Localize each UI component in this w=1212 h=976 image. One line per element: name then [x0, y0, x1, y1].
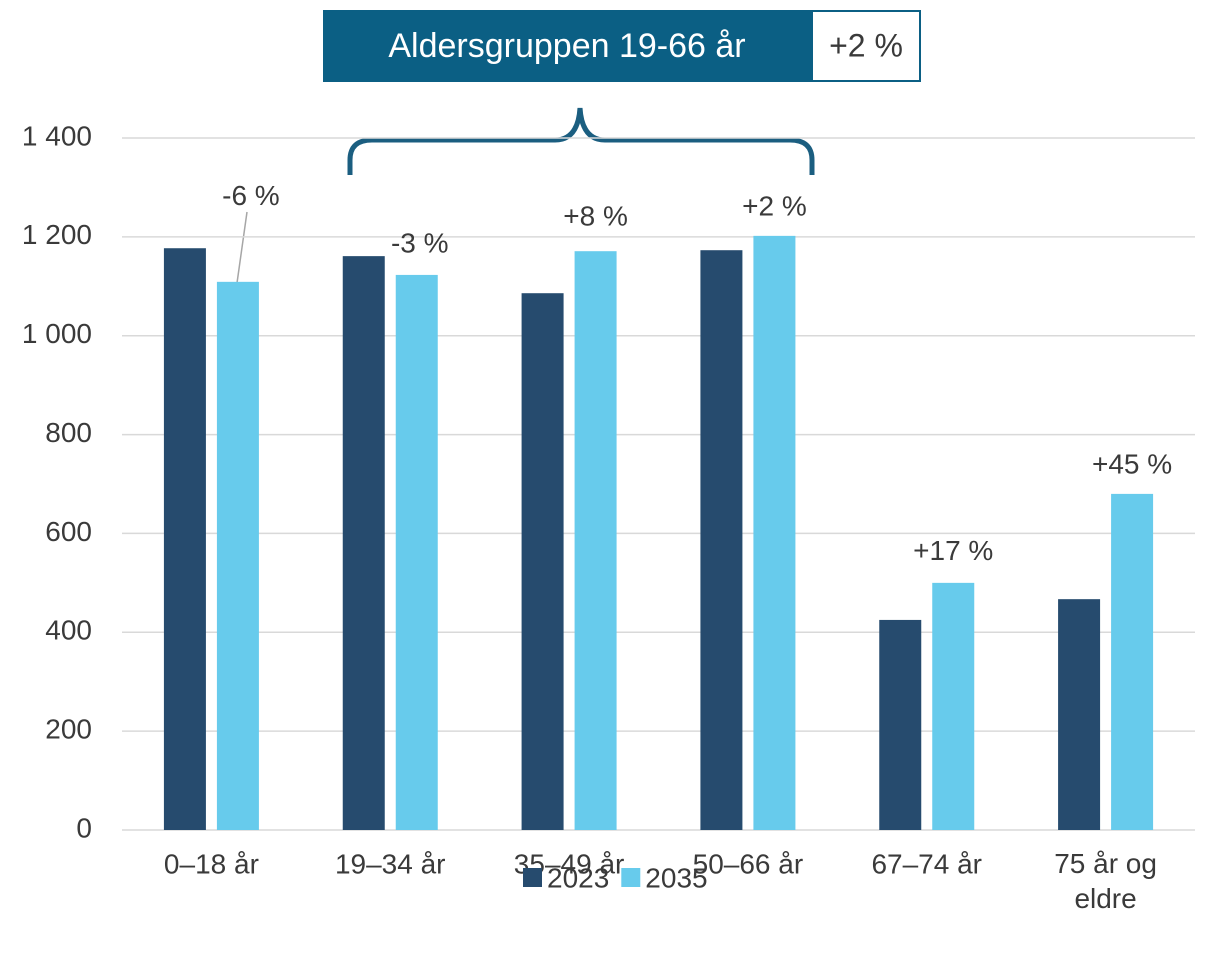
- bar: [700, 250, 743, 830]
- y-tick-label: 400: [45, 615, 92, 646]
- annotation: +17 %: [913, 535, 993, 566]
- bracket: [347, 107, 815, 175]
- header-title: Aldersgruppen 19-66 år: [388, 27, 745, 65]
- annotation: +8 %: [563, 201, 628, 232]
- bar: [753, 235, 796, 830]
- x-tick-label: 0–18 år: [164, 848, 259, 879]
- y-tick-label: 200: [45, 714, 92, 745]
- y-tick-label: 1 200: [22, 219, 92, 250]
- annotation: +45 %: [1092, 448, 1172, 479]
- annotation: -3 %: [391, 227, 449, 258]
- x-tick-label: 75 år og eldre: [1054, 848, 1157, 914]
- bar: [163, 248, 206, 830]
- bar: [1058, 599, 1101, 830]
- y-tick-label: 1 000: [22, 318, 92, 349]
- legend-label: 2035: [645, 862, 707, 893]
- bar: [879, 619, 922, 830]
- bar: [216, 281, 259, 830]
- header-change: +2 %: [829, 27, 903, 63]
- header-box: [323, 10, 812, 82]
- x-tick-label: 67–74 år: [871, 848, 982, 879]
- header-change-box: [811, 10, 921, 82]
- legend-swatch: [621, 868, 641, 887]
- annotation: -6 %: [222, 180, 280, 211]
- bar: [521, 293, 564, 831]
- y-tick-label: 800: [45, 417, 92, 448]
- bar: [1111, 493, 1154, 830]
- annotation: +2 %: [742, 190, 807, 221]
- bar: [932, 582, 975, 830]
- x-tick-label: 19–34 år: [335, 848, 446, 879]
- bar: [342, 256, 385, 830]
- y-tick-label: 1 400: [22, 120, 92, 151]
- x-tick-label: 50–66 år: [693, 848, 804, 879]
- bar: [395, 274, 438, 831]
- legend-swatch: [523, 868, 542, 887]
- y-tick-label: 600: [45, 516, 92, 547]
- y-tick-label: 0: [76, 812, 92, 843]
- legend-label: 2023: [547, 862, 609, 893]
- bar: [574, 251, 617, 831]
- leader-line: [236, 211, 248, 284]
